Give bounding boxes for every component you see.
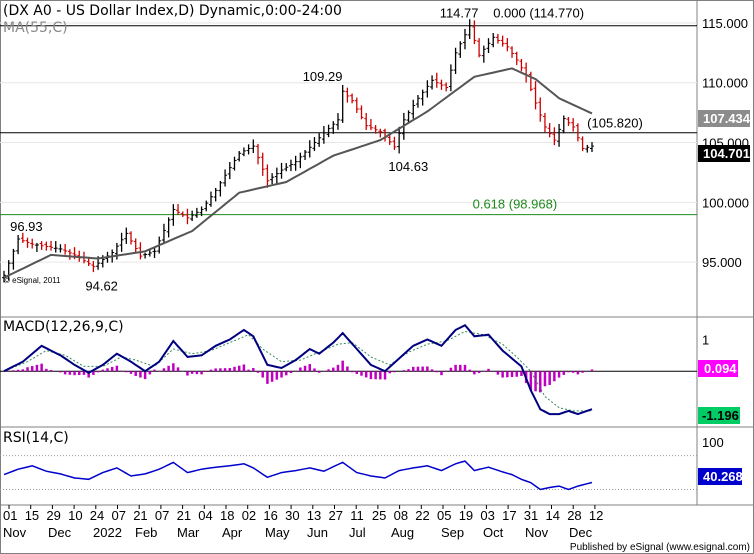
x-date-label: 29	[46, 508, 60, 523]
x-month-label: Apr	[222, 525, 243, 540]
x-date-label: 04	[198, 508, 212, 523]
price-annotation: 0.618 (98.968)	[473, 197, 558, 212]
histogram-value-tag-box	[698, 360, 738, 377]
x-date-label: 24	[90, 508, 104, 523]
x-axis-months: Nov Dec 2022 Feb Mar Apr May Jun Jul Aug Sep Oct Nov…	[3, 525, 593, 540]
price-annotation: 0.000 (114.770)	[493, 6, 584, 21]
price-annotations: 114.77 0.000 (114.770) 109.29 104.63 96.93 94…	[10, 6, 643, 294]
x-date-label: 11	[350, 508, 364, 523]
x-date-label: 27	[329, 508, 343, 523]
price-annotation: 114.77	[440, 6, 479, 21]
x-date-label: 25	[372, 508, 386, 523]
x-date-label: 19	[459, 508, 473, 523]
ma-value-tag-box	[698, 110, 750, 127]
x-date-label: 16	[263, 508, 277, 523]
x-month-label: 2022	[93, 525, 122, 540]
rsi-guide-lines	[0, 455, 697, 490]
macd-y-tick: 1	[702, 332, 709, 347]
x-date-label: 07	[112, 508, 126, 523]
price-y-tick: 110.000	[702, 76, 748, 91]
x-month-label: Aug	[391, 525, 414, 540]
x-date-label: 21	[133, 508, 147, 523]
x-month-label: May	[265, 525, 290, 540]
macd-histogram	[7, 360, 594, 393]
price-bars	[2, 19, 594, 283]
x-date-label: 14	[546, 508, 560, 523]
price-gridlines	[0, 22, 697, 263]
x-date-label: 13	[307, 508, 321, 523]
x-date-label: 03	[480, 508, 494, 523]
x-month-label: Feb	[135, 525, 157, 540]
x-date-label: 28	[567, 508, 581, 523]
macd-title: MACD(12,26,9,C)	[3, 319, 124, 335]
rsi-title: RSI(14,C)	[3, 430, 69, 446]
x-date-label: 05	[437, 508, 451, 523]
x-date-label: 07	[155, 508, 169, 523]
x-month-label: Jul	[349, 525, 366, 540]
x-date-label: 21	[177, 508, 191, 523]
macd-line	[3, 323, 593, 416]
histogram-value-tag: 0.094	[704, 361, 737, 376]
rsi-line	[3, 460, 593, 491]
rsi-value-tag-box	[698, 468, 742, 485]
x-axis-dates: 01 15 29 10 24 07 21 07 21 04 18 02 16 30 13 27 11 25 08 22…	[3, 505, 603, 523]
rsi-y-tick: 100	[702, 435, 724, 450]
copyright-note: © eSignal, 2011	[4, 276, 61, 285]
macd-value-tag-box	[698, 407, 740, 424]
moving-average-line	[3, 67, 593, 279]
macd-panel: 1 MACD(12,26,9,C) 0.094 -1.196	[0, 319, 740, 424]
price-panel: 114.77 0.000 (114.770) 109.29 104.63 96.93 94…	[0, 3, 751, 294]
x-month-label: Dec	[48, 525, 72, 540]
price-y-tick: 115.000	[702, 16, 748, 31]
price-value-tag-box	[698, 145, 750, 162]
price-value-tag: 104.701	[703, 146, 750, 161]
chart-title: (DX A0 - US Dollar Index,D) Dynamic,0:00…	[3, 3, 342, 19]
x-month-label: Oct	[483, 525, 504, 540]
x-date-label: 17	[502, 508, 516, 523]
macd-value-tag: -1.196	[702, 408, 739, 423]
ma-value-tag: 107.434	[703, 111, 751, 126]
x-date-label: 15	[25, 508, 39, 523]
x-date-label: 22	[415, 508, 429, 523]
x-month-label: Jun	[307, 525, 328, 540]
rsi-panel: 10050 RSI(14,C) 40.268	[0, 430, 743, 491]
x-month-label: Mar	[177, 525, 200, 540]
x-date-label: 10	[68, 508, 82, 523]
macd-y-axis-ticks: 1	[702, 332, 709, 347]
price-annotation: 94.62	[85, 279, 118, 294]
price-annotation: 109.29	[303, 69, 343, 84]
price-annotation: (105.820)	[587, 116, 643, 131]
x-date-label: 31	[524, 508, 538, 523]
x-month-label: Nov	[525, 525, 549, 540]
moving-average-label: MA(55,C)	[3, 20, 68, 36]
x-month-label: Sep	[441, 525, 464, 540]
price-horizontal-lines	[0, 25, 697, 216]
price-annotation: 104.63	[388, 159, 428, 174]
x-date-label: 18	[220, 508, 234, 523]
x-date-label: 30	[285, 508, 299, 523]
x-date-label: 12	[589, 508, 603, 523]
rsi-value-tag: 40.268	[703, 469, 743, 484]
price-y-tick: 95.000	[702, 255, 742, 270]
x-date-label: 08	[394, 508, 408, 523]
publisher-credit: Published by eSignal (www.esignal.com)	[570, 542, 750, 553]
x-month-label: Nov	[3, 525, 27, 540]
price-annotation: 96.93	[10, 219, 43, 234]
x-month-label: Dec	[569, 525, 593, 540]
x-date-label: 01	[3, 508, 17, 523]
price-y-tick: 100.000	[702, 195, 749, 210]
x-date-label: 02	[242, 508, 256, 523]
